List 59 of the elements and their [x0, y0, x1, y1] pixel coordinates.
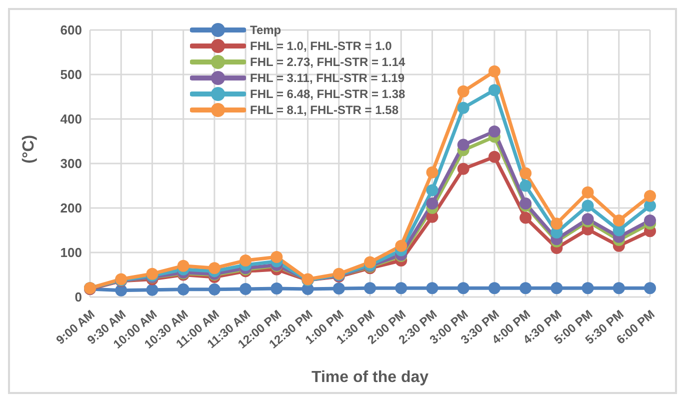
point	[208, 262, 220, 274]
legend-label: FHL = 1.0, FHL-STR = 1.0	[250, 39, 392, 53]
point	[488, 282, 500, 294]
point	[146, 284, 158, 296]
point	[550, 282, 563, 294]
point	[644, 200, 656, 212]
point	[582, 200, 594, 212]
point	[644, 282, 656, 294]
point	[520, 180, 532, 192]
point	[520, 282, 532, 294]
point	[426, 184, 438, 196]
point	[457, 282, 470, 294]
y-tick-label: 0	[74, 290, 82, 305]
point	[488, 84, 500, 96]
point	[364, 256, 376, 268]
point	[457, 85, 470, 98]
point	[520, 212, 532, 224]
point	[488, 125, 500, 138]
y-tick-label: 200	[60, 200, 82, 216]
point	[457, 138, 470, 151]
point	[582, 186, 594, 198]
legend-label: Temp	[250, 23, 282, 37]
y-axis-title: (°C)	[20, 134, 38, 164]
point	[520, 167, 532, 180]
point	[270, 250, 283, 263]
point	[550, 218, 563, 230]
point	[240, 254, 252, 267]
point	[426, 282, 438, 294]
x-axis-title: Time of the day	[311, 369, 429, 386]
legend-label: FHL = 2.73, FHL-STR = 1.14	[250, 55, 406, 69]
point	[208, 283, 220, 296]
point	[240, 282, 252, 295]
point	[488, 150, 500, 163]
point	[177, 283, 190, 296]
legend-label: FHL = 3.11, FHL-STR = 1.19	[250, 71, 404, 85]
point	[426, 198, 438, 210]
point	[644, 190, 656, 202]
point	[457, 162, 470, 175]
point	[395, 282, 408, 294]
y-tick-label: 500	[60, 67, 82, 82]
legend-label: FHL = 8.1, FHL-STR = 1.58	[250, 103, 398, 117]
point	[457, 102, 470, 114]
point	[177, 260, 190, 272]
point	[332, 282, 345, 295]
point	[612, 282, 625, 294]
y-tick-label: 100	[60, 245, 82, 260]
point	[270, 282, 283, 295]
y-tick-label: 400	[60, 112, 82, 127]
y-tick-label: 600	[60, 22, 82, 38]
point	[644, 214, 656, 226]
point	[364, 282, 376, 294]
y-tick-label: 300	[60, 156, 82, 172]
legend-label: FHL = 6.48, FHL-STR = 1.38	[250, 87, 406, 101]
point	[488, 65, 500, 78]
point	[612, 224, 625, 236]
point	[612, 214, 625, 226]
point	[582, 282, 594, 294]
point	[426, 166, 438, 178]
point	[395, 240, 408, 252]
